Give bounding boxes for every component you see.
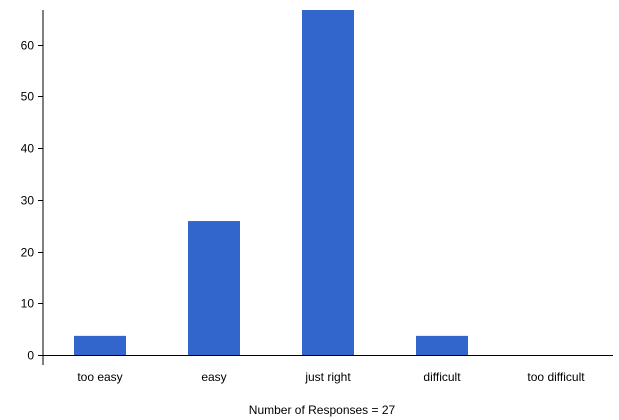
x-tick-label: just right (304, 370, 351, 384)
x-tick-label: easy (201, 370, 226, 384)
y-axis: 0 10 20 30 40 50 60 (21, 10, 44, 365)
x-tick-label: difficult (423, 370, 461, 384)
y-tick-label: 30 (21, 194, 35, 208)
x-tick-label: too difficult (527, 370, 585, 384)
x-tick-label: too easy (77, 370, 122, 384)
bar-easy (188, 221, 240, 355)
responses-caption: Number of Responses = 27 (249, 403, 396, 417)
bars-group (74, 10, 468, 355)
x-axis: too easy easy just right difficult too diffi… (38, 355, 613, 384)
y-tick-label: 10 (21, 297, 35, 311)
y-tick-label: 20 (21, 246, 35, 260)
bar-just-right (302, 10, 354, 355)
y-tick-label: 60 (21, 39, 35, 53)
y-tick-label: 40 (21, 142, 35, 156)
bar-too-easy (74, 335, 126, 355)
bar-difficult (416, 335, 468, 355)
y-tick-label: 50 (21, 90, 35, 104)
y-tick-label: 0 (27, 349, 34, 363)
